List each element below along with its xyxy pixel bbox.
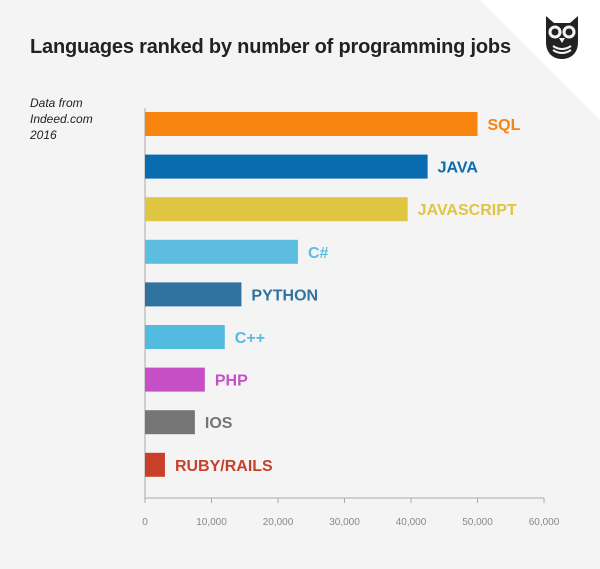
chart-title: Languages ranked by number of programmin… <box>30 36 511 58</box>
owl-icon <box>546 16 578 59</box>
x-tick-label: 30,000 <box>329 517 360 528</box>
x-tick-label: 0 <box>142 517 148 528</box>
bar <box>145 325 225 349</box>
data-source-note: Data from Indeed.com 2016 <box>30 95 93 143</box>
bar <box>145 239 298 264</box>
bar-label: PYTHON <box>251 287 318 304</box>
x-tick-label: 10,000 <box>196 517 227 528</box>
bar <box>145 112 478 136</box>
bar <box>145 197 408 222</box>
bar-label: JAVASCRIPT <box>418 202 517 219</box>
bar-label: PHP <box>215 373 248 390</box>
x-tick-label: 20,000 <box>263 517 294 528</box>
x-tick-label: 50,000 <box>462 517 493 528</box>
bar-label: IOS <box>205 415 233 432</box>
bar <box>145 410 195 435</box>
source-line: Indeed.com <box>30 112 93 126</box>
bar <box>145 452 165 477</box>
source-line: 2016 <box>30 128 57 142</box>
source-line: Data from <box>30 96 83 110</box>
bar <box>145 282 242 307</box>
x-tick-label: 60,000 <box>529 517 560 528</box>
x-tick-label: 40,000 <box>396 517 427 528</box>
bar-label: SQL <box>488 117 521 134</box>
bar <box>145 154 428 179</box>
bar-label: RUBY/RAILS <box>175 458 273 475</box>
bar <box>145 367 205 392</box>
bar-label: JAVA <box>438 160 479 177</box>
bar-label: C++ <box>235 330 265 347</box>
bar-label: C# <box>308 245 329 262</box>
